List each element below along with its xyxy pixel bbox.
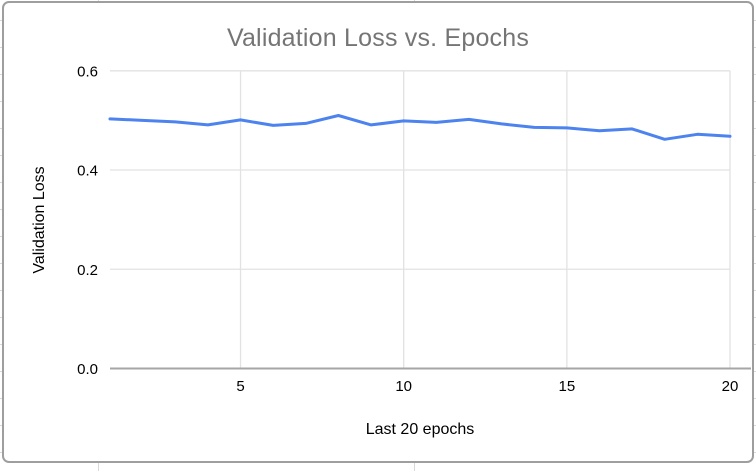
x-axis-title: Last 20 epochs (365, 421, 475, 438)
y-axis-title: Validation Loss (31, 166, 48, 274)
chart-title: Validation Loss vs. Epochs (226, 24, 530, 52)
chart-card (2, 1, 754, 463)
